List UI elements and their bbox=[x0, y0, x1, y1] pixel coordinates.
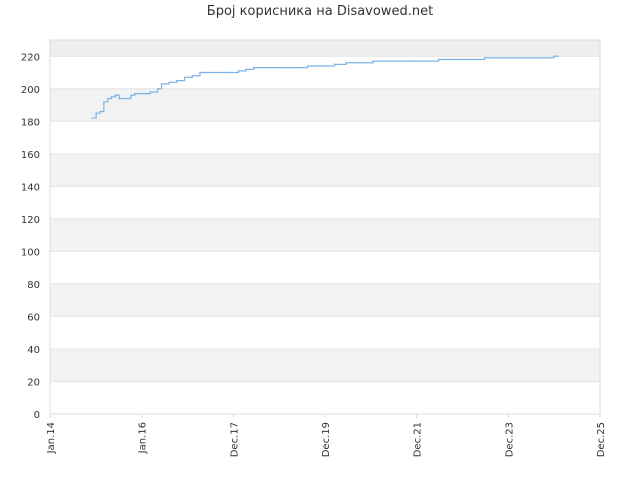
x-tick-label: Jan.16 bbox=[138, 422, 149, 454]
y-tick-label: 200 bbox=[21, 85, 40, 96]
y-axis: 0 20 40 60 80 100 120 140 160 180 200 220 bbox=[21, 52, 40, 421]
x-tick-label: Dec.21 bbox=[413, 422, 424, 457]
data-point bbox=[206, 71, 209, 74]
data-point bbox=[460, 58, 463, 61]
x-tick-label: Dec.25 bbox=[596, 422, 607, 457]
y-tick-label: 140 bbox=[21, 182, 40, 193]
data-point bbox=[95, 112, 97, 114]
data-point bbox=[103, 100, 105, 103]
data-point bbox=[345, 61, 347, 64]
data-point bbox=[245, 68, 247, 71]
y-tick-label: 60 bbox=[27, 312, 40, 323]
data-point bbox=[279, 66, 282, 69]
data-point bbox=[160, 83, 163, 85]
x-tick-label: Dec.23 bbox=[504, 422, 515, 457]
data-point bbox=[156, 87, 159, 90]
data-point bbox=[529, 57, 532, 59]
data-point bbox=[322, 65, 324, 67]
data-point bbox=[437, 58, 440, 61]
data-point bbox=[114, 94, 117, 97]
data-point bbox=[126, 97, 128, 100]
data-point bbox=[553, 55, 555, 58]
data-point bbox=[91, 117, 94, 119]
data-point bbox=[99, 110, 101, 113]
y-tick-label: 160 bbox=[21, 150, 40, 161]
data-point bbox=[118, 97, 121, 100]
data-point bbox=[133, 92, 136, 95]
series-layer bbox=[91, 55, 559, 119]
x-tick-label: Dec.17 bbox=[229, 422, 240, 457]
data-point bbox=[168, 81, 171, 84]
data-point bbox=[164, 83, 167, 85]
data-point bbox=[506, 57, 509, 59]
data-point bbox=[145, 92, 147, 95]
data-point bbox=[191, 74, 194, 77]
chart-title: Број корисника на Disavowed.net bbox=[206, 4, 434, 19]
data-point bbox=[137, 92, 140, 95]
data-point bbox=[556, 55, 559, 58]
data-point bbox=[483, 57, 486, 59]
data-point bbox=[333, 63, 336, 66]
grid-lines bbox=[50, 55, 600, 415]
data-point bbox=[372, 60, 374, 62]
y-tick-label: 20 bbox=[27, 377, 40, 388]
data-point bbox=[199, 71, 201, 74]
data-point bbox=[183, 76, 186, 79]
data-point bbox=[122, 97, 124, 100]
grid-band bbox=[50, 153, 600, 187]
data-point bbox=[414, 60, 417, 62]
y-tick-label: 80 bbox=[27, 280, 40, 291]
grid-band bbox=[50, 283, 600, 317]
grid-band bbox=[50, 40, 600, 57]
grid-band bbox=[50, 88, 600, 122]
y-tick-label: 40 bbox=[27, 345, 40, 356]
series-line bbox=[92, 55, 558, 119]
data-point bbox=[129, 94, 132, 97]
y-tick-label: 0 bbox=[34, 410, 40, 421]
data-point bbox=[237, 70, 240, 72]
x-axis: Jan.14 Jan.16 Dec.17 Dec.19 Dec.21 Dec.23 Dec.… bbox=[46, 414, 607, 457]
data-point bbox=[306, 65, 309, 67]
data-point bbox=[110, 96, 113, 98]
data-point bbox=[176, 79, 178, 82]
y-tick-label: 100 bbox=[21, 247, 40, 258]
y-tick-label: 180 bbox=[21, 117, 40, 128]
x-tick-label: Jan.14 bbox=[46, 422, 57, 454]
data-point bbox=[253, 66, 255, 69]
y-tick-label: 120 bbox=[21, 215, 40, 226]
data-point bbox=[106, 97, 109, 100]
grid-band bbox=[50, 218, 600, 252]
grid-band bbox=[50, 348, 600, 382]
data-point bbox=[229, 71, 232, 74]
x-tick-label: Dec.19 bbox=[321, 422, 332, 457]
y-tick-label: 220 bbox=[21, 52, 40, 63]
data-point bbox=[149, 91, 151, 93]
grid-bands bbox=[50, 40, 600, 382]
data-point bbox=[291, 66, 294, 69]
